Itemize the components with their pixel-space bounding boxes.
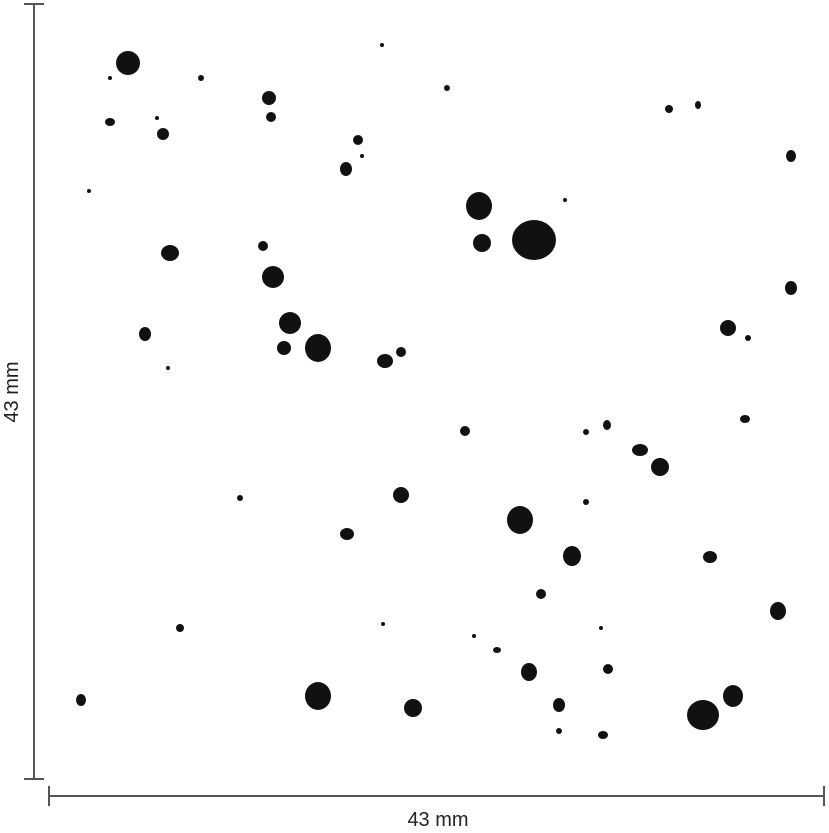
horizontal-scale-bar (48, 786, 825, 806)
particle-dot (381, 622, 385, 626)
particle-dot (116, 51, 140, 75)
particle-dot (87, 189, 91, 193)
particle-dot (377, 354, 393, 368)
particle-dot (493, 647, 501, 653)
particle-dot (466, 192, 492, 220)
particle-dot (404, 699, 422, 717)
particle-dot (563, 546, 581, 566)
particle-dot (360, 154, 364, 158)
particle-dot (472, 634, 476, 638)
particle-dot (473, 234, 491, 252)
particle-dot (651, 458, 669, 476)
particle-dot (583, 429, 589, 435)
particle-dot (262, 91, 276, 105)
particle-dot (720, 320, 736, 336)
particle-dot (198, 75, 204, 81)
particle-dot (340, 162, 352, 176)
particle-dot (155, 116, 159, 120)
particle-dot (108, 76, 112, 80)
particle-dot (279, 312, 301, 334)
particle-dot (161, 245, 179, 261)
vertical-scale-bar (24, 3, 44, 780)
particle-dot (695, 101, 701, 109)
particle-dot (340, 528, 354, 540)
particle-dot (305, 334, 331, 362)
particle-dot (157, 128, 169, 140)
particle-dot (166, 366, 170, 370)
particle-dot (105, 118, 115, 126)
particle-dot (237, 495, 243, 501)
particle-dot (745, 335, 751, 341)
particle-dot (139, 327, 151, 341)
particle-dot (556, 728, 562, 734)
particle-dot (380, 43, 384, 47)
particle-dot (785, 281, 797, 295)
particle-dot (305, 682, 331, 710)
particle-dot (521, 663, 537, 681)
particle-dot (266, 112, 276, 122)
particle-dot (396, 347, 406, 357)
particle-dot (507, 506, 533, 534)
particle-dot (76, 694, 86, 706)
particle-dot (603, 420, 611, 430)
particle-dot (262, 266, 284, 288)
particle-dot (703, 551, 717, 563)
particle-dot (740, 415, 750, 423)
horizontal-scale-label: 43 mm (407, 809, 468, 831)
particle-dot (353, 135, 363, 145)
particle-dot (603, 664, 613, 674)
particle-dot (444, 85, 450, 91)
vertical-scale-label: 43 mm (1, 361, 23, 422)
particle-dot (512, 220, 556, 260)
particle-dots (76, 43, 797, 739)
particle-dot (583, 499, 589, 505)
particle-dot (176, 624, 184, 632)
particle-dot (393, 487, 409, 503)
particle-dot (258, 241, 268, 251)
particle-dot (723, 685, 743, 707)
particle-dot (632, 444, 648, 456)
particle-dot (563, 198, 567, 202)
particle-dot (277, 341, 291, 355)
particle-dot (536, 589, 546, 599)
particle-dot (786, 150, 796, 162)
particle-dot (599, 626, 603, 630)
particle-dot (460, 426, 470, 436)
particle-dot (553, 698, 565, 712)
particle-dot (598, 731, 608, 739)
particle-dot (770, 602, 786, 620)
particle-dot (665, 105, 673, 113)
particle-dot (687, 700, 719, 730)
